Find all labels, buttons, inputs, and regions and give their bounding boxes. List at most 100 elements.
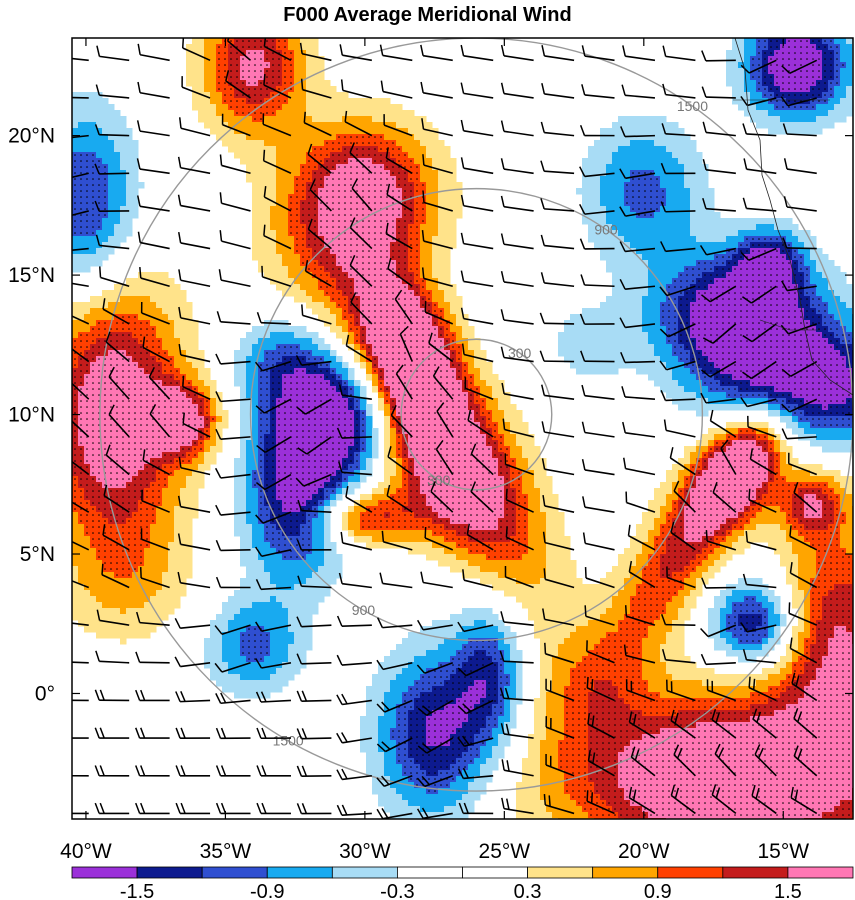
wind-barb <box>503 92 534 99</box>
wind-barb <box>141 312 170 325</box>
wind-barb <box>585 577 615 589</box>
wind-barb <box>382 624 413 629</box>
wind-barb <box>793 492 818 513</box>
wind-barb <box>385 233 413 250</box>
wind-barb <box>105 341 130 363</box>
wind-barb <box>180 242 211 250</box>
wind-barb <box>706 247 737 256</box>
wind-barb <box>789 59 818 75</box>
wind-barb <box>262 123 292 137</box>
range-ring <box>99 38 853 792</box>
wind-barb <box>503 130 534 137</box>
wind-barb <box>220 549 251 552</box>
wind-barb <box>342 54 372 62</box>
wind-barb <box>99 133 130 137</box>
wind-barb <box>746 624 777 633</box>
wind-barb <box>341 436 372 439</box>
wind-barb <box>301 585 332 589</box>
wind-barb <box>303 122 332 137</box>
wind-barb <box>503 168 534 175</box>
range-ring-label: 300 <box>427 472 451 488</box>
wind-barb <box>180 204 211 212</box>
wind-barb <box>263 398 292 414</box>
wind-barb <box>666 576 696 589</box>
wind-barb <box>665 93 696 99</box>
wind-barb <box>140 241 170 250</box>
wind-barb <box>72 580 90 589</box>
wind-barb <box>464 387 494 400</box>
wind-barb <box>423 164 453 175</box>
colorbar-swatch <box>331 866 398 879</box>
wind-barb <box>710 420 737 438</box>
wind-barb <box>463 55 494 62</box>
wind-barb <box>382 582 413 589</box>
wind-barb <box>222 124 251 137</box>
wind-barb <box>99 55 130 62</box>
wind-barb <box>399 333 414 362</box>
wind-barb <box>584 394 615 401</box>
wind-barb <box>788 612 818 626</box>
wind-barb <box>625 467 656 476</box>
range-rings: 300 300 900 900 1500 1500 <box>99 38 853 792</box>
wind-barb <box>746 659 777 664</box>
wind-barb <box>72 282 89 288</box>
wind-barb <box>227 40 252 61</box>
wind-barb <box>301 699 332 702</box>
wind-barb <box>707 624 737 638</box>
wind-barb <box>342 394 372 401</box>
y-tick-label: 20°N <box>8 125 55 148</box>
wind-barb <box>720 448 737 475</box>
wind-barb <box>747 426 777 438</box>
wind-barb <box>261 624 292 632</box>
wind-barb <box>263 45 292 62</box>
wind-barb <box>105 454 130 476</box>
wind-barb <box>503 55 534 62</box>
wind-barb <box>665 429 696 438</box>
wind-barb <box>625 210 656 217</box>
wind-barb <box>220 398 251 403</box>
wind-barb <box>584 506 615 513</box>
wind-barb <box>221 240 251 250</box>
wind-barb <box>463 242 494 250</box>
chart-title: F000 Average Meridional Wind <box>283 4 572 26</box>
wind-barb <box>665 133 696 137</box>
wind-barb <box>72 460 90 476</box>
wind-barb <box>139 53 170 62</box>
wind-barb <box>220 360 251 365</box>
wind-barb <box>544 394 575 401</box>
wind-barb <box>665 210 696 213</box>
wind-barb <box>108 414 130 438</box>
wind-barb <box>545 653 575 664</box>
wind-barb <box>463 204 494 212</box>
wind-barb <box>625 55 656 62</box>
coastline <box>733 38 853 396</box>
wind-barb <box>263 84 292 99</box>
wind-barb <box>302 88 332 99</box>
wind-barb <box>545 764 575 777</box>
wind-barb <box>791 682 818 702</box>
wind-barb <box>628 535 656 551</box>
wind-barb <box>625 247 656 253</box>
colorbar-swatch <box>201 866 268 879</box>
wind-barb <box>435 448 454 475</box>
wind-barb <box>544 541 575 551</box>
wind-barb <box>584 94 615 99</box>
wind-barb <box>748 59 777 74</box>
wind-barb <box>394 298 413 325</box>
wind-barb <box>463 129 494 137</box>
wind-barb <box>262 276 292 288</box>
wind-barb <box>628 797 656 815</box>
wind-barb <box>786 285 817 292</box>
wind-barb <box>345 345 373 363</box>
wind-barb <box>544 431 575 438</box>
wind-barb <box>436 410 454 438</box>
wind-barb <box>101 574 130 589</box>
wind-barb <box>625 323 656 329</box>
wind-barb <box>424 311 454 325</box>
wind-barb <box>264 196 292 212</box>
y-tick-label: 0° <box>35 682 55 705</box>
wind-barb <box>301 624 332 628</box>
wind-barb <box>750 285 777 304</box>
wind-barb <box>624 134 655 138</box>
wind-barb <box>261 549 292 558</box>
